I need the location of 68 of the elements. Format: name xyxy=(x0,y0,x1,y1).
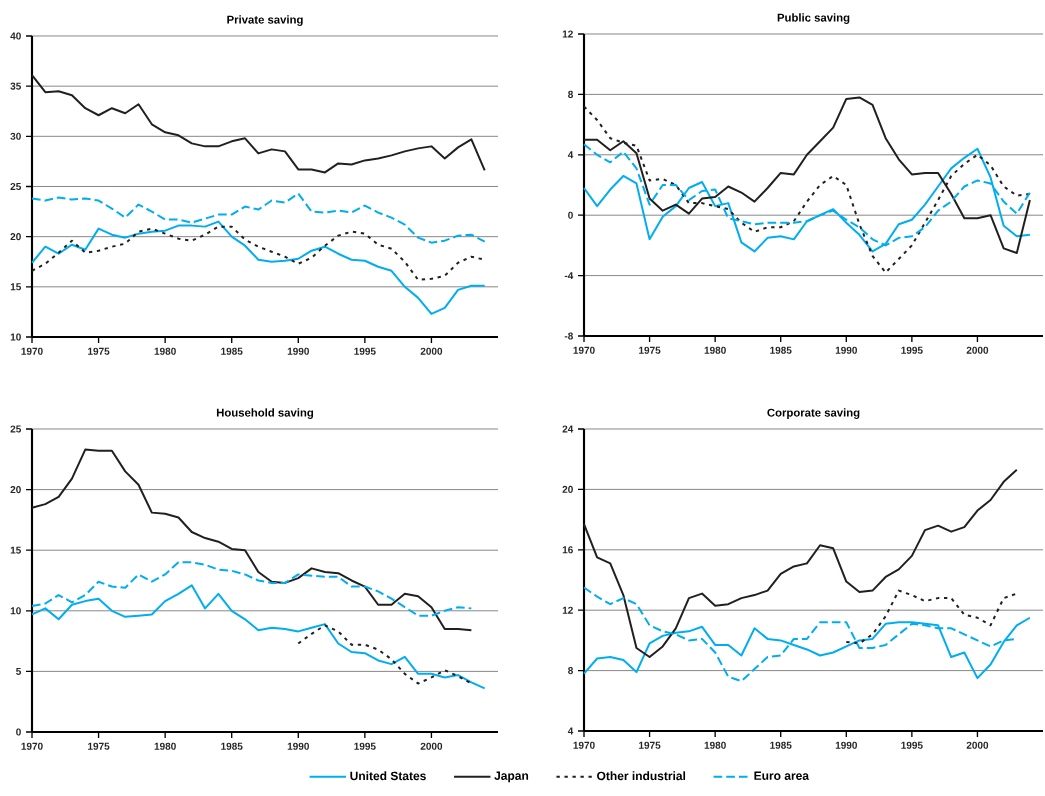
chart-title: Corporate saving xyxy=(767,408,860,419)
legend-label: Euro area xyxy=(754,771,810,780)
x-tick-label: 1975 xyxy=(639,346,661,354)
y-tick-label: 25 xyxy=(10,182,22,191)
x-tick-label: 1990 xyxy=(287,347,309,355)
x-tick-label: 1995 xyxy=(901,346,923,354)
y-tick-label: 8 xyxy=(568,90,573,98)
y-tick-label: 25 xyxy=(10,425,22,433)
y-tick-label: 15 xyxy=(10,283,22,291)
x-tick-label: 1985 xyxy=(221,347,243,355)
x-tick-label: 1985 xyxy=(770,346,792,354)
x-tick-label: 1985 xyxy=(221,742,243,750)
chart-title: Household saving xyxy=(216,408,314,419)
x-tick-label: 2000 xyxy=(420,347,443,355)
chart-title: Private saving xyxy=(227,15,303,26)
x-tick-label: 2000 xyxy=(966,741,989,749)
y-tick-label: 0 xyxy=(568,211,573,219)
legend-label: United States xyxy=(350,771,426,781)
y-tick-label: 8 xyxy=(568,667,573,675)
y-tick-label: 12 xyxy=(562,30,573,38)
y-tick-label: 15 xyxy=(10,546,22,554)
y-tick-label: 12 xyxy=(562,606,573,614)
chart-title: Public saving xyxy=(777,13,850,24)
line-series xyxy=(845,589,1018,645)
y-tick-label: 4 xyxy=(567,727,574,735)
line-series xyxy=(31,220,486,315)
x-tick-label: 1990 xyxy=(835,346,857,354)
x-tick-label: 1990 xyxy=(835,741,857,749)
y-tick-label: 20 xyxy=(10,486,21,494)
legend-label: Japan xyxy=(494,771,529,783)
x-tick-label: 1990 xyxy=(287,742,309,750)
x-tick-label: 1970 xyxy=(573,741,595,749)
y-tick-label: 24 xyxy=(562,425,574,433)
x-tick-label: 1970 xyxy=(573,346,595,354)
y-tick-label: 10 xyxy=(10,607,21,615)
y-tick-label: 30 xyxy=(10,132,21,140)
x-tick-label: 1970 xyxy=(21,347,43,355)
line-series xyxy=(31,74,486,174)
x-tick-label: 1980 xyxy=(154,347,176,355)
x-tick-label: 1995 xyxy=(354,347,376,355)
line-series xyxy=(583,468,1018,659)
x-tick-label: 1975 xyxy=(88,742,110,750)
x-tick-label: 1970 xyxy=(21,742,43,750)
x-tick-label: 2000 xyxy=(966,346,989,354)
line-series xyxy=(31,192,486,244)
y-tick-label: 4 xyxy=(567,151,574,159)
y-tick-label: 5 xyxy=(16,667,22,675)
y-tick-label: 20 xyxy=(10,233,21,241)
x-tick-label: 1980 xyxy=(704,741,726,749)
y-tick-label: -4 xyxy=(564,272,574,280)
x-tick-label: 1975 xyxy=(639,741,661,749)
y-tick-label: 20 xyxy=(562,485,573,493)
x-tick-label: 1980 xyxy=(704,346,726,354)
x-tick-label: 1975 xyxy=(88,347,110,355)
legend-label: Other industrial xyxy=(597,771,686,781)
x-tick-label: 2000 xyxy=(420,742,443,750)
y-tick-label: 16 xyxy=(562,546,573,554)
y-tick-label: 40 xyxy=(10,32,21,40)
x-tick-label: 1980 xyxy=(154,742,176,750)
y-tick-label: 35 xyxy=(10,82,22,90)
x-tick-label: 1995 xyxy=(354,742,376,750)
x-tick-label: 1985 xyxy=(770,741,792,749)
line-series xyxy=(297,624,473,685)
y-tick-label: 0 xyxy=(16,728,21,736)
y-tick-label: -8 xyxy=(564,332,573,340)
y-tick-label: 10 xyxy=(10,333,21,341)
x-tick-label: 1995 xyxy=(901,741,923,749)
line-series xyxy=(31,448,473,632)
